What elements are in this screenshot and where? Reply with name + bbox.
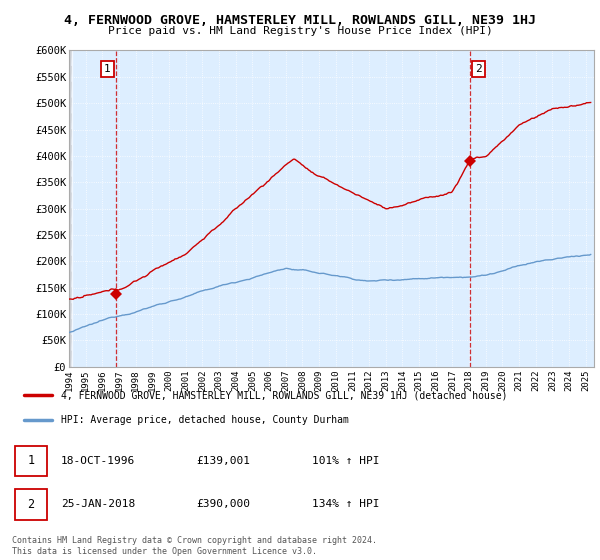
FancyBboxPatch shape [15,446,47,476]
Bar [69,50,73,367]
FancyBboxPatch shape [15,489,47,520]
Text: 134% ↑ HPI: 134% ↑ HPI [311,500,379,509]
Text: £139,001: £139,001 [196,456,250,466]
Text: 4, FERNWOOD GROVE, HAMSTERLEY MILL, ROWLANDS GILL, NE39 1HJ (detached house): 4, FERNWOOD GROVE, HAMSTERLEY MILL, ROWL… [61,390,508,400]
Text: 2: 2 [475,64,482,74]
Text: 25-JAN-2018: 25-JAN-2018 [61,500,135,509]
Text: 18-OCT-1996: 18-OCT-1996 [61,456,135,466]
Text: Price paid vs. HM Land Registry's House Price Index (HPI): Price paid vs. HM Land Registry's House … [107,26,493,36]
Text: 4, FERNWOOD GROVE, HAMSTERLEY MILL, ROWLANDS GILL, NE39 1HJ: 4, FERNWOOD GROVE, HAMSTERLEY MILL, ROWL… [64,14,536,27]
Text: £390,000: £390,000 [196,500,250,509]
Text: 2: 2 [27,498,34,511]
Text: Contains HM Land Registry data © Crown copyright and database right 2024.
This d: Contains HM Land Registry data © Crown c… [12,536,377,556]
Text: HPI: Average price, detached house, County Durham: HPI: Average price, detached house, Coun… [61,414,349,424]
Text: 1: 1 [104,64,111,74]
Text: 1: 1 [27,454,34,468]
Text: 101% ↑ HPI: 101% ↑ HPI [311,456,379,466]
